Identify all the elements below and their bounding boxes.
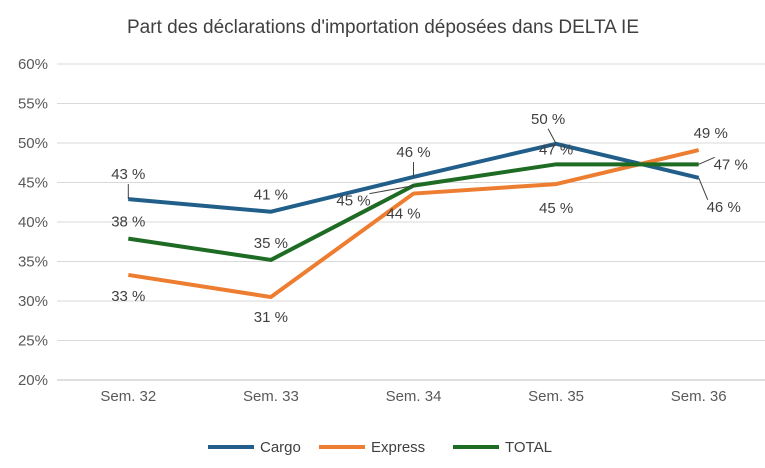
data-label-express: 33 % bbox=[111, 288, 145, 305]
label-leader-line bbox=[547, 128, 557, 145]
gridlines bbox=[57, 63, 765, 381]
y-tick-label: 50% bbox=[18, 135, 48, 152]
label-leader-line bbox=[698, 177, 709, 200]
x-tick-label: Sem. 34 bbox=[386, 388, 442, 405]
x-tick-label: Sem. 36 bbox=[671, 388, 727, 405]
y-tick-label: 40% bbox=[18, 214, 48, 231]
x-axis: Sem. 32 Sem. 33 Sem. 34 Sem. 35 Sem. 36 bbox=[100, 388, 726, 405]
data-label-cargo: 43 % bbox=[111, 166, 145, 183]
label-leader-line bbox=[369, 185, 414, 195]
legend-label-cargo: Cargo bbox=[260, 439, 301, 456]
y-tick-label: 60% bbox=[18, 56, 48, 73]
y-tick-label: 35% bbox=[18, 254, 48, 271]
data-label-cargo: 46 % bbox=[707, 199, 741, 216]
data-label-express: 45 % bbox=[539, 200, 573, 217]
y-axis: 20% 25% 30% 35% 40% 45% 50% 55% 60% bbox=[18, 56, 48, 389]
data-label-total: 47 % bbox=[539, 141, 573, 158]
y-tick-label: 45% bbox=[18, 175, 48, 192]
chart-title: Part des déclarations d'importation dépo… bbox=[127, 17, 639, 38]
x-tick-label: Sem. 32 bbox=[100, 388, 156, 405]
y-tick-label: 30% bbox=[18, 293, 48, 310]
x-tick-label: Sem. 33 bbox=[243, 388, 299, 405]
legend-label-total: TOTAL bbox=[505, 439, 552, 456]
y-tick-label: 55% bbox=[18, 96, 48, 113]
data-label-express: 31 % bbox=[254, 309, 288, 326]
legend-label-express: Express bbox=[371, 439, 425, 456]
data-label-cargo: 46 % bbox=[396, 144, 430, 161]
series-line-express bbox=[127, 148, 700, 300]
label-leaders bbox=[127, 128, 715, 200]
data-label-total: 45 % bbox=[336, 193, 370, 210]
data-label-express: 44 % bbox=[386, 206, 420, 223]
data-label-total: 35 % bbox=[254, 235, 288, 252]
y-tick-label: 20% bbox=[18, 372, 48, 389]
legend: Cargo Express TOTAL bbox=[208, 439, 552, 456]
data-label-total: 38 % bbox=[111, 214, 145, 231]
data-label-express: 49 % bbox=[694, 125, 728, 142]
data-label-cargo: 50 % bbox=[531, 111, 565, 128]
y-tick-label: 25% bbox=[18, 333, 48, 350]
data-labels: 43 % 41 % 46 % 50 % 46 % 33 % 31 % 44 % 45 % 49 %… bbox=[111, 111, 748, 326]
data-label-total: 47 % bbox=[714, 156, 748, 173]
x-tick-label: Sem. 35 bbox=[528, 388, 584, 405]
label-leader-line bbox=[698, 156, 715, 165]
data-label-cargo: 41 % bbox=[254, 187, 288, 204]
